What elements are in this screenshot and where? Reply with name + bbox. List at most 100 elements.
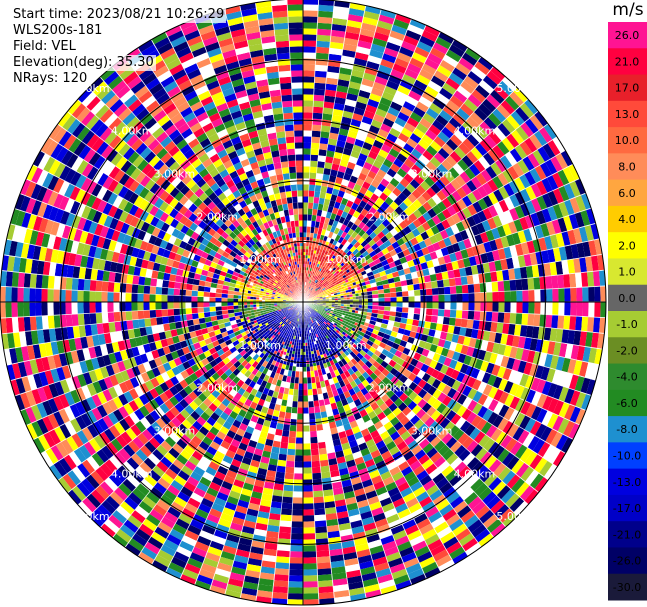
noise-gate: [364, 343, 372, 350]
noise-gate: [76, 349, 86, 362]
noise-gate: [133, 266, 141, 277]
noise-gate: [133, 397, 144, 409]
noise-gate: [243, 431, 253, 440]
noise-gate: [424, 321, 431, 329]
noise-gate: [195, 248, 204, 257]
noise-gate: [282, 106, 293, 114]
noise-gate: [118, 143, 131, 157]
noise-gate: [380, 323, 388, 329]
noise-gate: [184, 243, 193, 252]
noise-gate: [347, 228, 355, 236]
noise-gate: [417, 215, 427, 225]
noise-gate: [38, 371, 49, 387]
noise-gate: [294, 130, 303, 137]
noise-gate: [471, 461, 485, 474]
noise-gate: [445, 366, 455, 377]
noise-gate: [86, 166, 99, 181]
noise-gate: [293, 118, 303, 125]
noise-gate: [248, 439, 258, 449]
noise-gate: [187, 271, 196, 279]
noise-gate: [272, 489, 284, 497]
noise-gate: [432, 258, 440, 267]
noise-gate: [564, 388, 575, 404]
noise-gate: [240, 2, 256, 11]
noise-gate: [139, 461, 152, 475]
noise-gate: [367, 184, 377, 194]
noise-gate: [29, 274, 37, 288]
noise-gate: [365, 384, 374, 393]
noise-gate: [486, 495, 501, 510]
noise-gate: [467, 388, 478, 400]
noise-gate: [298, 220, 303, 227]
noise-gate: [492, 144, 505, 159]
noise-gate: [56, 250, 65, 264]
noise-gate: [355, 158, 366, 167]
noise-gate: [100, 523, 116, 538]
noise-gate: [192, 207, 202, 217]
noise-gate: [89, 280, 97, 292]
noise-gate: [206, 148, 217, 159]
noise-gate: [514, 144, 528, 159]
noise-gate: [150, 377, 160, 388]
noise-gate: [452, 202, 462, 213]
noise-gate: [403, 378, 413, 388]
noise-gate: [83, 291, 90, 302]
noise-gate: [504, 291, 511, 302]
noise-gate: [324, 501, 336, 509]
noise-gate: [333, 102, 345, 111]
noise-gate: [50, 368, 60, 383]
noise-gate: [276, 550, 290, 558]
noise-gate: [111, 362, 121, 375]
noise-gate: [71, 122, 86, 138]
noise-gate: [107, 205, 118, 218]
noise-gate: [407, 24, 424, 36]
noise-gate: [421, 246, 430, 256]
noise-gate: [137, 363, 147, 375]
noise-gate: [456, 302, 463, 310]
noise-gate: [558, 288, 565, 302]
noise-gate: [323, 428, 332, 436]
noise-gate: [377, 372, 386, 381]
noise-gate: [119, 302, 126, 312]
noise-gate: [41, 233, 51, 248]
noise-gate: [165, 242, 174, 252]
noise-gate: [203, 302, 210, 308]
noise-gate: [356, 436, 366, 446]
noise-gate: [303, 431, 311, 438]
noise-gate: [168, 235, 177, 245]
noise-gate: [308, 407, 315, 414]
noise-gate: [380, 123, 392, 133]
noise-gate: [509, 148, 523, 163]
noise-gate: [445, 77, 460, 90]
noise-gate: [282, 393, 289, 401]
noise-gate: [217, 76, 231, 86]
noise-gate: [531, 264, 540, 278]
noise-gate: [53, 396, 64, 411]
noise-gate: [307, 208, 313, 215]
noise-gate: [394, 137, 406, 148]
noise-gate: [284, 185, 292, 192]
noise-gate: [341, 417, 350, 426]
noise-gate: [452, 478, 466, 491]
noise-gate: [562, 166, 575, 183]
noise-gate: [263, 374, 270, 383]
noise-gate: [97, 173, 109, 187]
noise-gate: [152, 87, 167, 100]
noise-gate: [353, 164, 363, 173]
noise-gate: [400, 317, 408, 324]
noise-gate: [389, 177, 400, 188]
noise-gate: [198, 402, 209, 412]
noise-gate: [345, 496, 357, 505]
noise-gate: [105, 364, 115, 377]
noise-gate: [366, 298, 373, 302]
noise-gate: [419, 282, 426, 290]
noise-gate: [77, 463, 91, 478]
noise-gate: [476, 222, 486, 234]
noise-gate: [303, 449, 311, 456]
noise-gate: [501, 489, 516, 504]
noise-gate: [262, 229, 269, 237]
noise-gate: [306, 226, 311, 233]
noise-gate: [490, 428, 503, 442]
noise-gate: [353, 183, 362, 192]
